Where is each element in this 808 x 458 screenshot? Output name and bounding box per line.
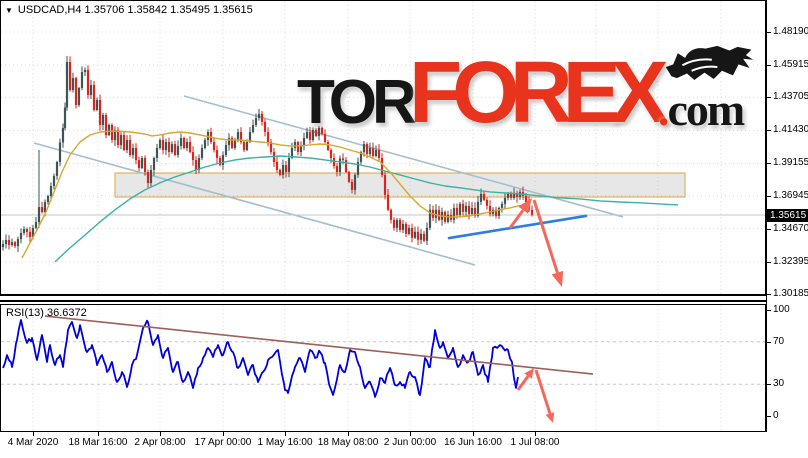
- time-axis-label: 4 Mar 2020: [7, 437, 59, 448]
- rsi-axis-label: 100: [773, 304, 790, 315]
- price-axis-tick: [767, 97, 771, 99]
- price-axis-label: 1.30185: [773, 288, 808, 299]
- price-axis-tick: [767, 65, 771, 67]
- rsi-axis-label: 0: [773, 410, 779, 421]
- price-axis-tick: [767, 195, 771, 197]
- time-axis-tick: [285, 432, 286, 436]
- panel-splitter[interactable]: [0, 300, 767, 302]
- price-axis-label: 1.34670: [773, 222, 808, 234]
- main-chart-canvas[interactable]: [0, 0, 766, 296]
- channel-lower-line: [33, 142, 476, 266]
- support-line: [447, 214, 588, 240]
- price-axis-tick: [767, 163, 771, 165]
- price-axis-label: 1.45915: [773, 59, 808, 71]
- time-axis-label: 18 Mar 16:00: [68, 437, 128, 448]
- time-axis-label: 1 May 16:00: [257, 437, 313, 448]
- time-axis-tick: [33, 432, 34, 436]
- rsi-axis-tick: [767, 341, 771, 343]
- resistance-zone: [114, 172, 686, 198]
- ma-fast-line: [21, 130, 525, 259]
- price-axis-label: 1.43705: [773, 91, 808, 103]
- rsi-plot-border: [0, 304, 766, 432]
- time-axis-tick: [473, 432, 474, 436]
- time-axis-tick: [223, 432, 224, 436]
- price-axis-tick: [767, 32, 771, 33]
- time-axis-label: 16 Jun 16:00: [444, 437, 502, 448]
- price-axis-label: 1.36945: [773, 189, 808, 201]
- time-axis-tick: [410, 432, 411, 436]
- time-axis-label: 18 May 08:00: [317, 437, 379, 448]
- current-price-tag: 1.35615: [767, 209, 808, 222]
- price-axis-tick: [767, 228, 771, 230]
- forecast-arrows: [508, 198, 564, 287]
- ma-slow-line: [54, 155, 679, 263]
- rsi-indicator-label: RSI(13) 36.6372: [6, 307, 87, 319]
- rsi-trendline: [44, 315, 594, 375]
- price-axis-label: 1.39155: [773, 157, 808, 169]
- price-axis-label: 1.32395: [773, 255, 808, 267]
- price-axis-label: 1.41430: [773, 124, 808, 136]
- axis-right-edge: [766, 0, 767, 432]
- rsi-forecast-arrows: [516, 368, 555, 423]
- main-grid-layer: [1, 1, 765, 295]
- moving-averages: [21, 130, 679, 263]
- price-axis-tick: [767, 261, 771, 263]
- rsi-axis-tick: [767, 384, 771, 386]
- price-axis-tick: [767, 130, 771, 132]
- channel-upper-line: [183, 95, 624, 218]
- time-axis-tick: [160, 432, 161, 436]
- time-axis-label: 17 Apr 00:00: [194, 437, 252, 448]
- main-plot-border: [0, 0, 766, 296]
- price-axis-label: 1.48190: [773, 26, 808, 37]
- rsi-axis-label: 30: [773, 378, 785, 390]
- rsi-line: [2, 319, 519, 398]
- rsi-axis-tick: [767, 310, 771, 311]
- time-axis-tick: [98, 432, 99, 436]
- time-axis-label: 2 Jun 00:00: [383, 437, 437, 448]
- time-axis-label: 1 Jul 08:00: [510, 437, 560, 448]
- price-axis-tick: [767, 294, 771, 295]
- time-axis-tick: [535, 432, 536, 436]
- rsi-chart-canvas[interactable]: [0, 304, 766, 432]
- time-axis-tick: [348, 432, 349, 436]
- symbol-ohlc-title: USDCAD,H4 1.35706 1.35842 1.35495 1.3561…: [17, 4, 253, 16]
- rsi-axis-label: 70: [773, 335, 785, 347]
- rsi-axis-tick: [767, 416, 771, 417]
- chart-title-bar: ▼ USDCAD,H4 1.35706 1.35842 1.35495 1.35…: [5, 4, 253, 16]
- time-axis-label: 2 Apr 08:00: [134, 437, 186, 448]
- candles-layer: [1, 56, 534, 253]
- symbol-dropdown-icon[interactable]: ▼: [5, 5, 13, 15]
